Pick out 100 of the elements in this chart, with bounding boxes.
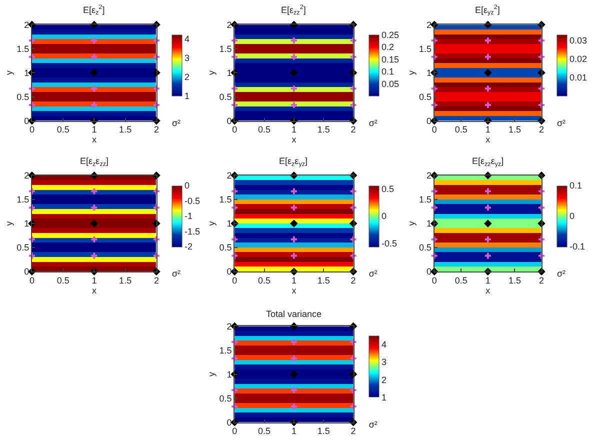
color-bar-label: -0.5 <box>382 238 398 248</box>
y-tick-label: 1.5 <box>419 194 432 205</box>
x-tick-label: 0.5 <box>56 275 70 286</box>
point <box>484 38 491 44</box>
x-tick-label: 2 <box>350 426 356 436</box>
y-tick-label: 1 <box>24 68 30 78</box>
y-tick-label: 1 <box>226 369 232 380</box>
point <box>91 38 98 44</box>
point <box>290 188 297 194</box>
point <box>91 236 98 242</box>
point <box>484 54 491 60</box>
color-bar-label: 1 <box>382 392 387 402</box>
x-axis-title: x <box>92 285 97 296</box>
y-tick-label: 0 <box>226 266 232 277</box>
color-bar-label: 4 <box>382 339 387 350</box>
point <box>484 68 492 77</box>
x-tick-label: 1 <box>92 275 97 286</box>
color-bar-label: -1 <box>184 211 193 222</box>
color-bar-label: 0.03 <box>570 36 588 46</box>
y-axis-title: y <box>206 70 217 75</box>
y-tick-label: 2 <box>426 20 432 30</box>
chart-title: E[ε$_{zz}$$^{2}$] <box>281 4 306 17</box>
x-tick-label: 1.5 <box>119 124 132 135</box>
point <box>91 188 98 194</box>
color-bar-label: 2 <box>382 374 387 385</box>
y-tick-label: 0.5 <box>219 92 232 102</box>
y-tick-label: 0 <box>24 116 30 126</box>
color-bar-title: σ² <box>557 118 566 128</box>
point <box>290 387 297 394</box>
x-tick-label: 1.5 <box>119 275 132 286</box>
y-tick-label: 0.5 <box>16 242 30 253</box>
x-tick-label: 2 <box>154 124 159 135</box>
y-tick-label: 0 <box>426 116 432 126</box>
point <box>290 252 297 259</box>
point <box>90 68 98 77</box>
x-axis-title: x <box>92 134 97 145</box>
x-tick-label: 1 <box>291 426 296 436</box>
x-tick-label: 1.5 <box>317 426 330 436</box>
color-bar-label: 0 <box>382 211 387 222</box>
y-tick-label: 1 <box>226 68 232 78</box>
point <box>91 54 98 60</box>
chart-title: E[ε$_{yz}$$^{2}$] <box>475 4 500 17</box>
chart-title: Total variance <box>266 309 322 319</box>
y-axis-title: y <box>406 70 416 75</box>
color-bar-label: 0.25 <box>382 30 400 40</box>
point <box>484 188 491 194</box>
x-tick-label: 1.5 <box>508 275 521 286</box>
color-bar-label: 0.2 <box>382 42 394 52</box>
point <box>290 355 297 362</box>
y-tick-label: 0 <box>226 116 232 126</box>
x-tick-label: 2 <box>350 124 356 135</box>
y-tick-label: 2 <box>226 170 232 181</box>
color-bar-label: 1 <box>184 90 190 101</box>
point <box>484 252 491 259</box>
y-tick-label: 0.5 <box>219 242 232 253</box>
point <box>484 204 491 211</box>
point <box>290 68 298 77</box>
x-axis-title: x <box>486 134 491 145</box>
y-tick-label: 1 <box>24 218 30 229</box>
color-bar-title: σ² <box>368 419 378 430</box>
y-tick-label: 2 <box>24 20 30 30</box>
x-tick-label: 0.5 <box>454 124 468 135</box>
color-bar-label: -0.5 <box>184 196 200 206</box>
point <box>290 54 297 60</box>
color-bar-label: 2 <box>184 72 190 82</box>
x-tick-label: 2 <box>538 124 544 135</box>
x-tick-label: 0.5 <box>258 275 271 286</box>
point <box>290 339 297 346</box>
color-bar-label: 0 <box>570 211 575 222</box>
point <box>91 102 98 108</box>
color-bar-label: 0.02 <box>570 54 588 64</box>
point <box>290 204 297 211</box>
y-tick-label: 0 <box>226 417 232 428</box>
chart-title: E[ε$_{z}$$^{2}$] <box>83 4 105 17</box>
chart-title: E[ε$_{z}$ε$_{yz}$] <box>279 156 308 168</box>
x-tick-label: 1 <box>291 124 296 135</box>
point <box>290 236 297 242</box>
point <box>290 403 297 410</box>
point <box>484 220 492 228</box>
y-tick-label: 1.5 <box>219 345 232 356</box>
y-tick-label: 1 <box>426 68 432 78</box>
y-tick-label: 2 <box>226 321 232 332</box>
point <box>90 220 98 228</box>
y-tick-label: 1 <box>226 218 232 229</box>
point <box>91 252 98 259</box>
y-tick-label: 0.5 <box>419 242 432 253</box>
color-bar-label: 3 <box>184 52 190 63</box>
chart-title: E[ε$_{z}$ε$_{zz}$] <box>80 156 108 168</box>
point <box>290 86 297 92</box>
point <box>91 204 98 211</box>
y-tick-label: 0.5 <box>419 92 432 102</box>
point <box>290 102 297 108</box>
x-tick-label: 0.5 <box>258 124 271 135</box>
y-tick-label: 1.5 <box>16 194 30 205</box>
color-bar-title: σ² <box>557 268 566 279</box>
x-tick-label: 2 <box>154 275 159 286</box>
x-tick-label: 0.5 <box>454 275 468 286</box>
color-bar-title: σ² <box>368 118 378 128</box>
y-axis-title: y <box>406 220 416 226</box>
y-tick-label: 2 <box>24 170 30 181</box>
